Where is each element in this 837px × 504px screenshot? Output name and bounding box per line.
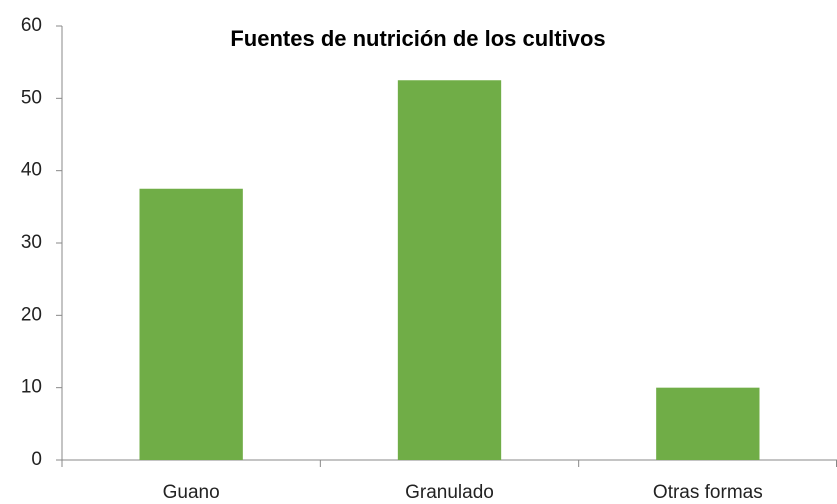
y-tick-label: 20: [21, 304, 42, 325]
y-tick-label: 10: [21, 377, 42, 398]
x-tick-label: Guano: [163, 482, 220, 503]
chart-title: Fuentes de nutrición de los cultivos: [230, 26, 605, 51]
y-tick-label: 50: [21, 87, 42, 108]
bar: [656, 387, 760, 460]
x-tick-label: Otras formas: [653, 482, 763, 503]
bar: [397, 80, 502, 460]
y-tick-label: 40: [21, 160, 42, 181]
y-tick-label: 30: [21, 232, 42, 253]
y-tick-label: 60: [21, 15, 42, 36]
bar: [139, 188, 243, 460]
y-tick-label: 0: [31, 449, 42, 470]
x-tick-label: Granulado: [405, 482, 494, 503]
